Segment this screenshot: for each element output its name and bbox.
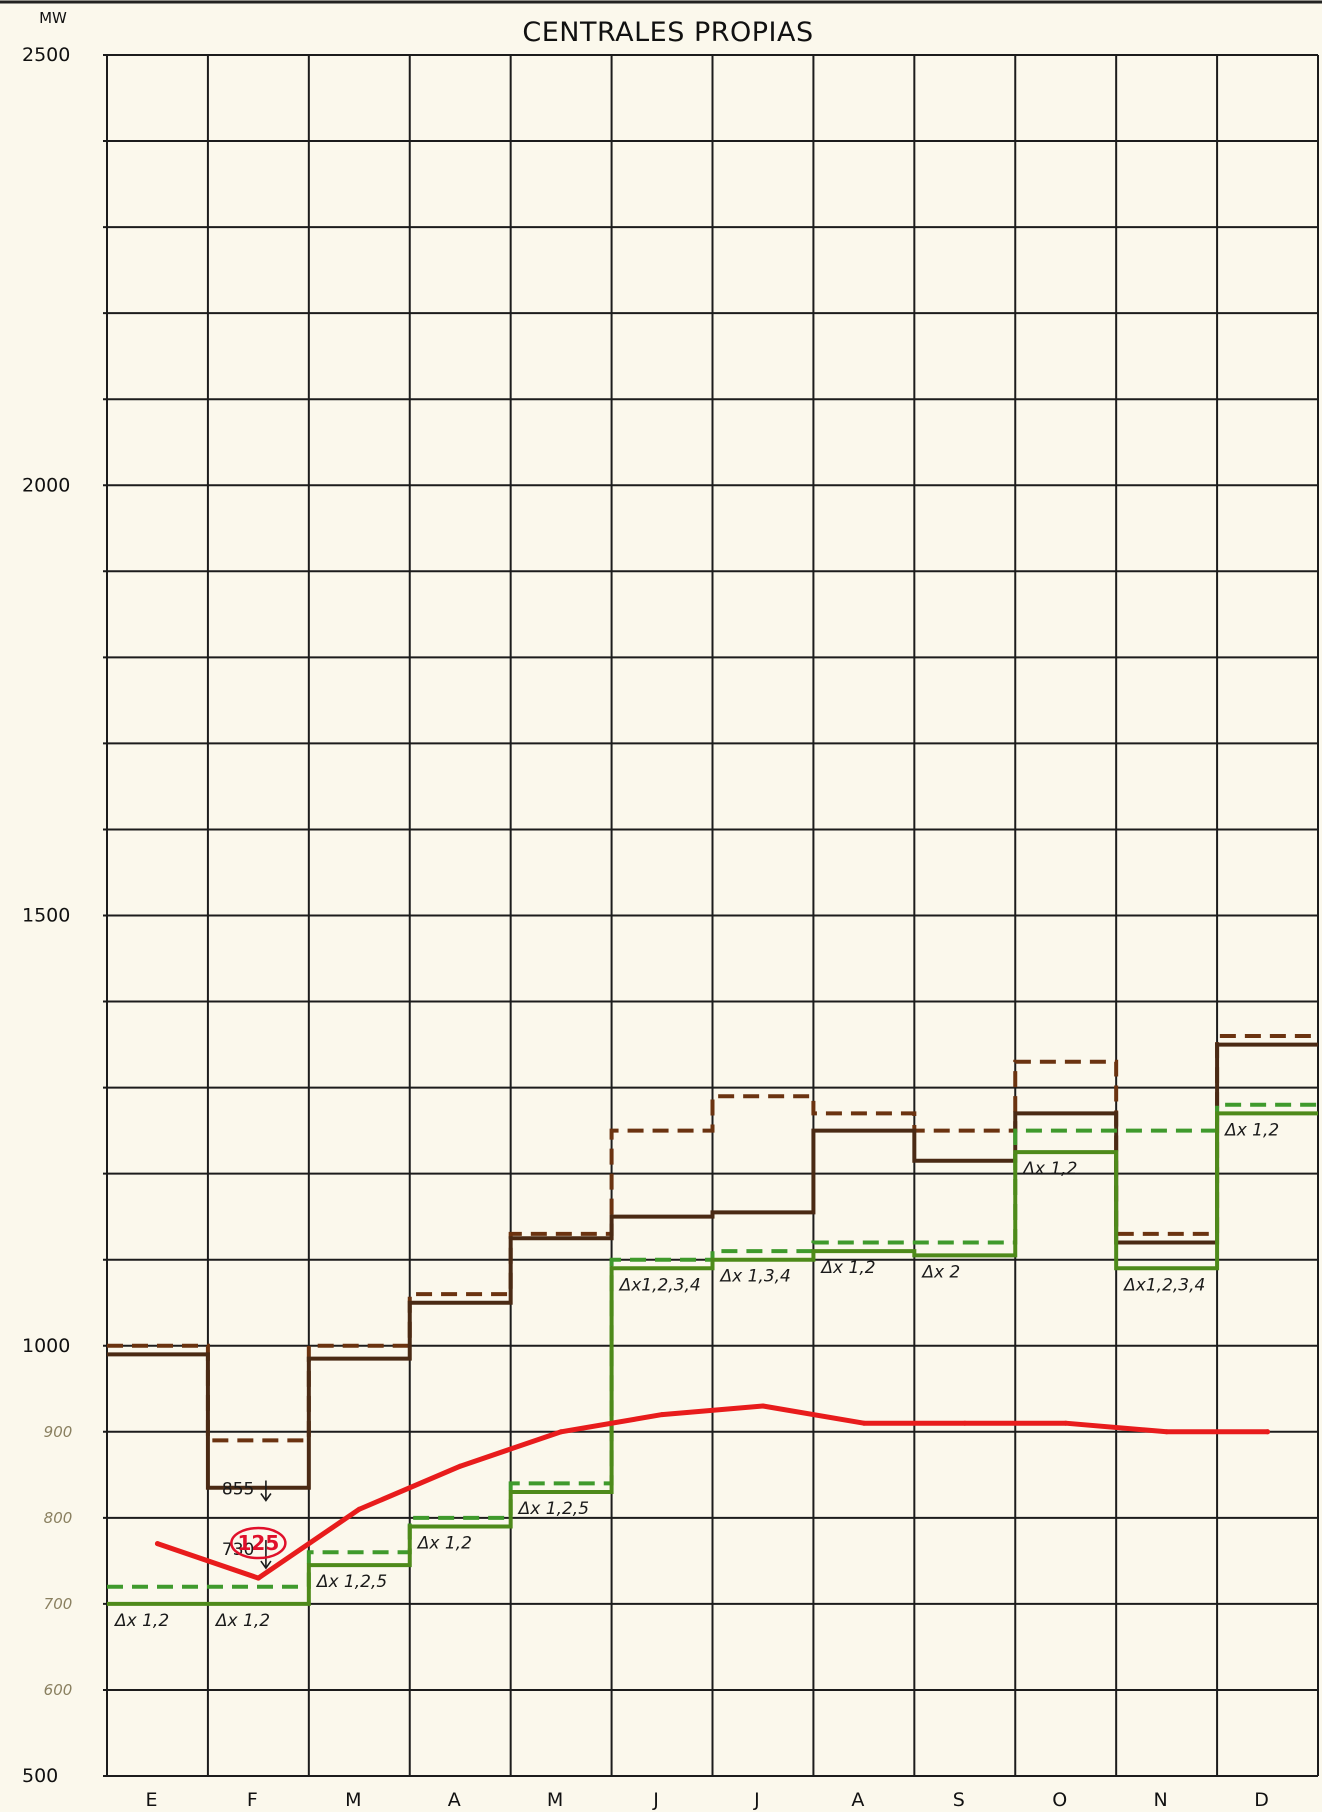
segment-label: Δx 1,2 xyxy=(1021,1159,1077,1179)
segment-label: Δx 1,3,4 xyxy=(719,1267,791,1287)
series-point xyxy=(1265,1429,1271,1435)
segment-label: Δx1,2,3,4 xyxy=(1122,1275,1205,1295)
x-tick-label: F xyxy=(247,1789,258,1811)
segment-label: Δx1,2,3,4 xyxy=(618,1275,701,1295)
annotation-label: 730 xyxy=(222,1540,254,1560)
segment-label: Δx 1,2,5 xyxy=(517,1499,589,1519)
x-tick-label: A xyxy=(851,1789,864,1811)
x-tick-label: J xyxy=(652,1789,659,1811)
annotation-circle xyxy=(230,1526,287,1560)
segment-label: Δx 2 xyxy=(920,1262,960,1282)
segment-label: Δx 1,2 xyxy=(1223,1120,1279,1140)
annotation-arrowhead xyxy=(260,1560,272,1570)
y-tick-label: 1500 xyxy=(22,905,70,927)
segment-label: Δx 1,2,5 xyxy=(315,1572,387,1592)
y-tick-label: 500 xyxy=(22,1765,58,1787)
y-tick-label: 2000 xyxy=(22,474,70,496)
series-point xyxy=(659,1412,665,1418)
y-pencil-tick-label: 600 xyxy=(44,1681,73,1699)
y-tick-label: 1000 xyxy=(22,1335,70,1357)
annotation-label: 125 xyxy=(238,1531,280,1555)
y-axis-unit: MW xyxy=(39,9,67,27)
step-path xyxy=(107,1111,1318,1606)
y-tick-label: 2500 xyxy=(22,44,70,66)
segment-label: Δx 1,2 xyxy=(416,1533,472,1553)
series-point xyxy=(154,1541,160,1547)
x-tick-label: N xyxy=(1154,1789,1168,1811)
x-tick-label: J xyxy=(753,1789,760,1811)
series-point xyxy=(1164,1429,1170,1435)
grid xyxy=(103,54,1319,1777)
y-pencil-tick-label: 900 xyxy=(44,1423,73,1441)
x-tick-label: D xyxy=(1254,1789,1269,1811)
x-tick-label: M xyxy=(345,1789,361,1811)
x-tick-label: O xyxy=(1052,1789,1067,1811)
series-point xyxy=(457,1463,463,1469)
segment-label: Δx 1,2 xyxy=(819,1258,875,1278)
series-point xyxy=(1063,1420,1069,1426)
series-point xyxy=(760,1403,766,1409)
y-pencil-tick-label: 700 xyxy=(44,1595,73,1613)
x-tick-label: S xyxy=(953,1789,965,1811)
y-pencil-tick-label: 800 xyxy=(44,1509,73,1527)
series-layer xyxy=(107,1033,1318,1606)
segment-label: Δx 1,2 xyxy=(214,1611,270,1631)
label-layer: Δx 1,2 Δx 1,2 Δx 1,2,5 Δx 1,2 Δx 1,2,5 Δx1,2,… xyxy=(113,1120,1279,1630)
x-tick-label: M xyxy=(547,1789,563,1811)
series-point xyxy=(861,1420,867,1426)
step-series-3 xyxy=(107,1111,1318,1606)
annotation-label: 855 xyxy=(222,1480,254,1500)
axis-layer: 2500 2000 1500 1000 500 900 800 700 600 E F M A M J J A S… xyxy=(22,44,1269,1811)
series-point xyxy=(558,1429,564,1435)
step-series-1 xyxy=(107,1042,1318,1490)
series-point xyxy=(255,1575,261,1581)
segment-label: Δx 1,2 xyxy=(113,1611,169,1631)
step-path xyxy=(107,1042,1318,1490)
annotation-arrowhead xyxy=(260,1493,272,1502)
series-line-red xyxy=(154,1403,1271,1581)
chart-title: CENTRALES PROPIAS xyxy=(522,17,813,48)
series-point xyxy=(962,1420,968,1426)
x-tick-label: A xyxy=(448,1789,461,1811)
x-tick-label: E xyxy=(145,1789,157,1811)
series-point xyxy=(356,1506,362,1512)
